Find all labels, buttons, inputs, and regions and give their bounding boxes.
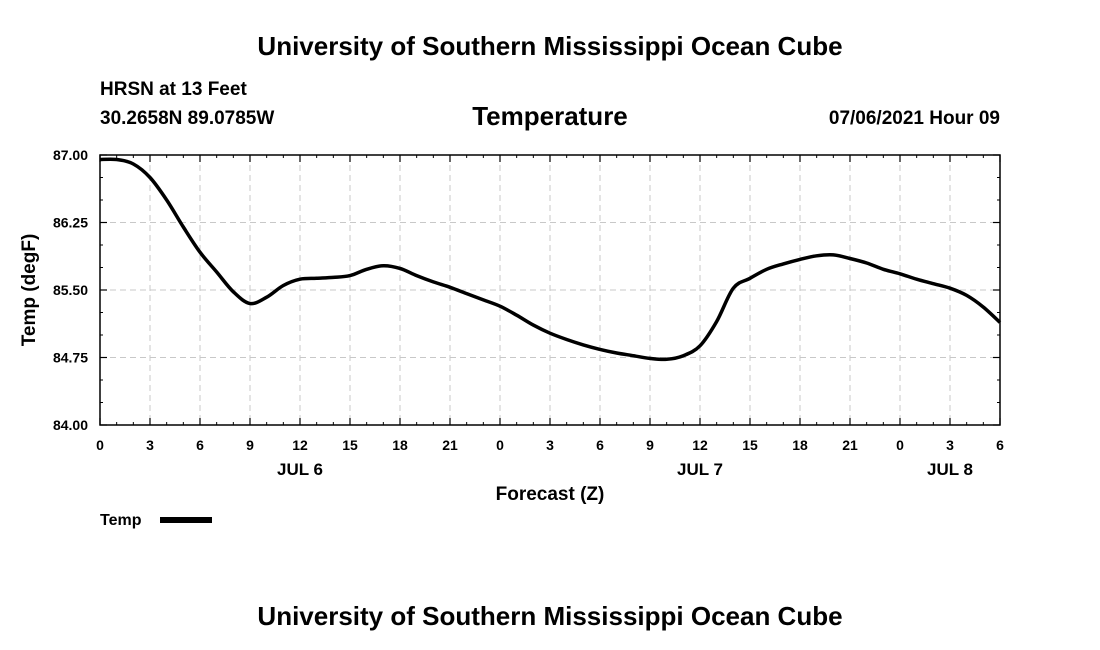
grid-lines [100,155,1000,425]
x-tick-label: 0 [896,437,904,453]
x-tick-label: 6 [596,437,604,453]
x-tick-label: 18 [792,437,808,453]
date-labels: JUL 6 JUL 7 JUL 8 [277,460,973,479]
y-tick-label: 85.50 [53,282,88,298]
x-tick-labels: 0 3 6 9 12 15 18 21 0 3 6 9 12 15 18 21 0 3 6 [96,437,1004,453]
x-tick-label: 6 [996,437,1004,453]
chart-title: University of Southern Mississippi Ocean… [257,31,842,61]
station-label: HRSN at 13 Feet [100,79,247,100]
temp-series-line [99,157,1002,362]
footer-title: University of Southern Mississippi Ocean… [257,601,842,631]
x-tick-label: 9 [246,437,254,453]
x-tick-label: 9 [646,437,654,453]
x-tick-label: 0 [496,437,504,453]
variable-title: Temperature [472,101,628,131]
y-tick-label: 86.25 [53,215,88,231]
date-label: JUL 8 [927,460,973,479]
timestamp-label: 07/06/2021 Hour 09 [829,108,1000,129]
x-tick-label: 15 [742,437,758,453]
x-tick-label: 21 [442,437,458,453]
x-tick-label: 18 [392,437,408,453]
x-tick-label: 3 [946,437,954,453]
series-lines [99,157,1002,362]
x-tick-label: 21 [842,437,858,453]
x-tick-label: 15 [342,437,358,453]
x-axis-label: Forecast (Z) [496,484,605,505]
y-axis-label: Temp (degF) [19,234,40,347]
x-tick-label: 6 [196,437,204,453]
plot-frame [99,154,1001,426]
x-tick-label: 0 [96,437,104,453]
location-label: 30.2658N 89.0785W [100,108,274,129]
y-tick-labels: 84.00 84.75 85.50 86.25 87.00 [53,147,88,433]
x-tick-label: 12 [692,437,708,453]
x-tick-label: 3 [146,437,154,453]
y-tick-label: 84.75 [53,350,88,366]
legend-label: Temp [100,512,142,529]
y-tick-label: 87.00 [53,147,88,163]
x-tick-label: 12 [292,437,308,453]
y-tick-label: 84.00 [53,417,88,433]
date-label: JUL 7 [677,460,723,479]
date-label: JUL 6 [277,460,323,479]
x-tick-label: 3 [546,437,554,453]
